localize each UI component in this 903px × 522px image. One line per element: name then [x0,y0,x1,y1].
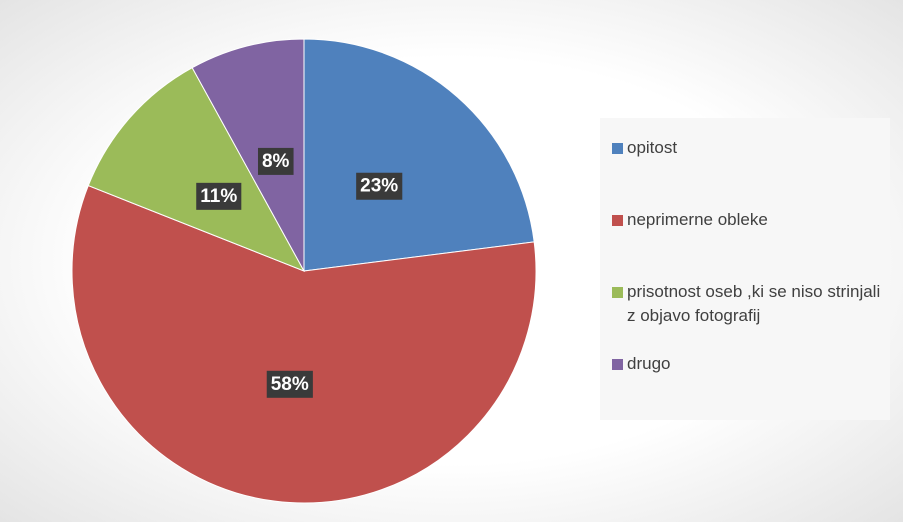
legend-item: drugo [612,352,882,376]
pie-slice [303,38,535,272]
legend-swatch [612,287,623,298]
data-label-text: 11% [200,186,237,207]
legend-swatch [612,359,623,370]
legend-label: opitost [627,138,678,157]
pie-slice [71,184,537,504]
data-label-box [257,147,294,175]
legend-label: drugo [627,354,671,373]
data-label-box [266,370,313,398]
pie-slice [191,38,305,272]
legend-label: prisotnost oseb ,ki se niso strinjali z … [627,282,881,325]
legend-item: neprimerne obleke [612,208,882,232]
data-label-box [356,172,403,200]
legend-label: neprimerne obleke [627,210,768,229]
data-label: 8% [257,147,294,175]
legend-item: opitost [612,136,882,160]
legend: opitost neprimerne obleke prisotnost oseb … [600,118,890,420]
data-label: 58% [266,370,313,398]
legend-swatch [612,143,623,154]
pie-slice [87,67,306,272]
data-label: 11% [196,182,242,210]
data-label-text: 23% [360,176,398,197]
legend-swatch [612,215,623,226]
data-label: 23% [356,172,403,200]
data-label-box [196,182,242,210]
data-label-text: 8% [262,151,290,172]
data-label-text: 58% [271,374,309,395]
legend-item: prisotnost oseb ,ki se niso strinjali z … [612,280,882,328]
